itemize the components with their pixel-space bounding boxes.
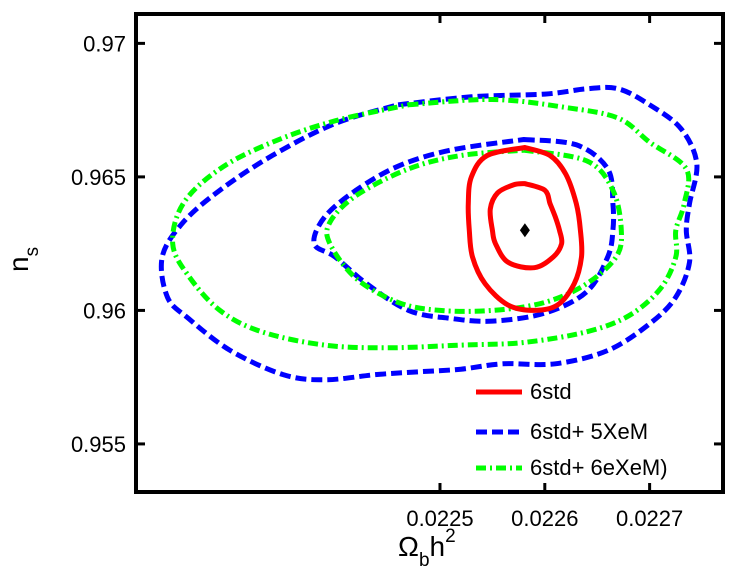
y-tick-label: 0.955 [71, 432, 126, 457]
x-axis-ticks: 0.0225 0.0226 0.0227 [406, 14, 683, 531]
y-axis-ticks: 0.955 0.96 0.965 0.97 [71, 31, 723, 457]
x-tick-label: 0.0226 [511, 506, 578, 531]
legend-label-6std-5xem: 6std+ 5XeM [530, 419, 648, 444]
y-tick-label: 0.965 [71, 165, 126, 190]
x-axis-label-sub: b [419, 550, 430, 571]
contour-6std-6exem-outer [170, 96, 692, 351]
x-axis-label-sup: 2 [445, 526, 456, 547]
x-tick-label: 0.0227 [616, 506, 683, 531]
legend-label-6std: 6std [530, 379, 572, 404]
legend-label-6std-6exem: 6std+ 6eXeM) [530, 455, 668, 480]
best-fit-marker [519, 223, 530, 238]
y-tick-label: 0.97 [83, 31, 126, 56]
contour-6std-inner [487, 181, 565, 271]
contour-6std-5xem-inner [311, 137, 617, 324]
plot-frame [134, 12, 725, 494]
legend: 6std 6std+ 5XeM 6std+ 6eXeM) [476, 379, 668, 480]
y-axis-label: ns [3, 247, 43, 272]
contour-layer [158, 84, 700, 383]
x-tick-label: 0.0225 [406, 506, 473, 531]
y-axis-label-main: n [3, 256, 34, 272]
contour-6std-6exem-inner [324, 147, 624, 314]
x-axis-label-rest: h [430, 531, 446, 562]
y-tick-label: 0.96 [83, 298, 126, 323]
contour-6std-5xem-outer [158, 84, 700, 383]
x-axis-label: Ωbh2 [398, 526, 456, 571]
y-axis-label-sub: s [22, 247, 43, 257]
x-axis-label-main: Ω [398, 531, 419, 562]
contour-6std-outer [465, 145, 585, 313]
